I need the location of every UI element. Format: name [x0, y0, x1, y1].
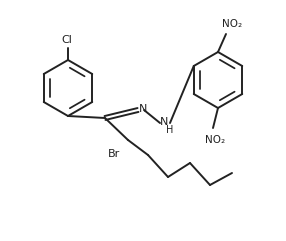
Text: Br: Br [108, 149, 120, 159]
Text: NO₂: NO₂ [205, 135, 225, 145]
Text: N: N [160, 117, 168, 127]
Text: N: N [139, 104, 147, 114]
Text: H: H [166, 125, 174, 135]
Text: NO₂: NO₂ [222, 19, 242, 29]
Text: Cl: Cl [61, 35, 72, 45]
